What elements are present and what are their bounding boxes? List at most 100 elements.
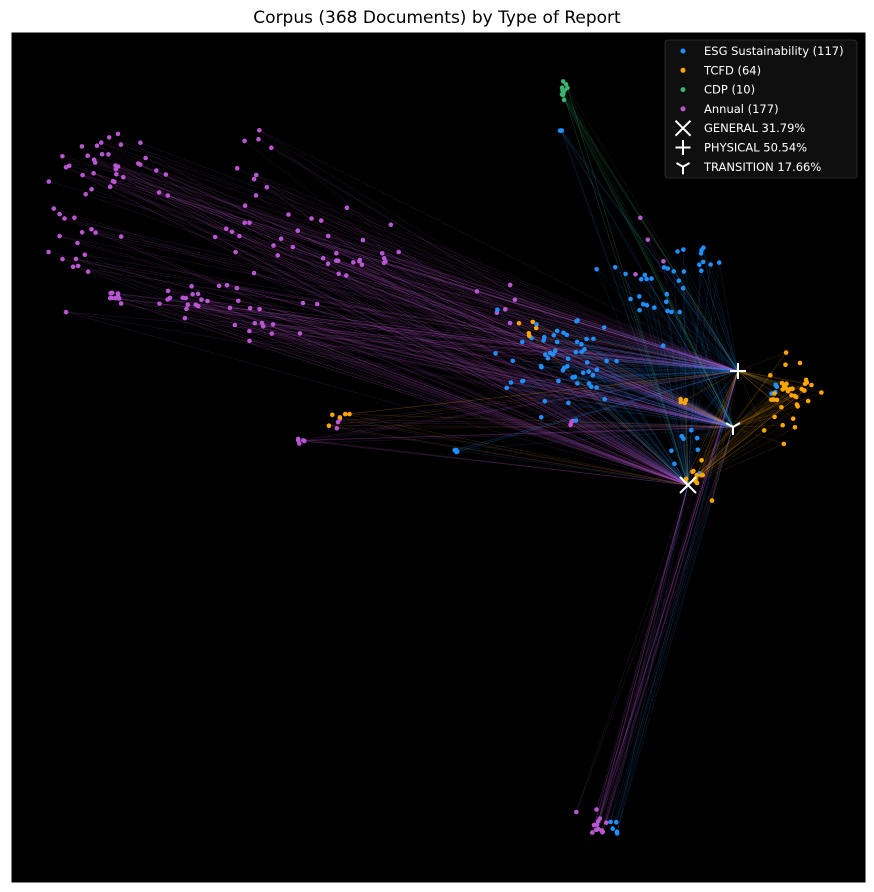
link-line (87, 155, 689, 486)
data-point (351, 260, 356, 265)
link-line (184, 317, 739, 372)
link-line (336, 252, 689, 486)
link-line (680, 401, 689, 486)
data-point (474, 289, 480, 294)
link-line (398, 251, 734, 428)
link-line (271, 333, 734, 428)
link-line (562, 94, 734, 428)
link-line (182, 297, 689, 486)
link-line (732, 387, 786, 428)
link-line (577, 383, 734, 428)
link-line (564, 367, 734, 428)
link-line (606, 360, 739, 372)
data-point (554, 339, 560, 345)
data-point (334, 258, 339, 264)
data-point (242, 203, 248, 208)
link-line (253, 272, 739, 372)
link-line (559, 130, 739, 372)
link-line (671, 426, 734, 452)
link-line (561, 94, 734, 428)
data-point (664, 291, 670, 297)
data-point (360, 237, 366, 243)
link-line (616, 426, 734, 832)
link-line (73, 266, 739, 372)
link-line (112, 292, 734, 428)
link-line (536, 324, 689, 486)
data-point (98, 140, 104, 145)
link-line (198, 305, 734, 428)
link-line (191, 285, 739, 372)
link-line (337, 421, 734, 428)
link-line (581, 343, 734, 428)
link-line (596, 426, 734, 830)
data-point (565, 356, 571, 362)
data-point (79, 230, 85, 235)
link-line (337, 370, 739, 423)
link-line (359, 261, 734, 428)
link-line (587, 362, 739, 372)
data-point (290, 244, 296, 250)
link-line (476, 291, 739, 372)
data-point (357, 259, 362, 264)
link-line (599, 484, 689, 819)
link-line (359, 261, 689, 486)
link-line (298, 438, 689, 486)
link-line (346, 207, 689, 486)
data-point (698, 251, 704, 256)
link-line (339, 419, 689, 486)
link-line (109, 137, 739, 372)
link-line (244, 140, 689, 486)
link-line (62, 258, 689, 486)
link-line (512, 360, 689, 486)
data-point (547, 350, 553, 356)
data-point (623, 271, 628, 277)
link-line (353, 262, 689, 486)
data-point (683, 476, 689, 482)
link-line (639, 310, 734, 428)
data-point (700, 472, 705, 478)
link-line (737, 370, 822, 393)
link-line (75, 258, 689, 486)
link-line (496, 312, 689, 486)
link-line (302, 302, 734, 428)
link-line (456, 426, 734, 451)
link-line (673, 271, 734, 428)
link-line (595, 484, 689, 830)
link-line (185, 297, 734, 428)
link-line (625, 273, 689, 486)
link-line (229, 307, 739, 372)
link-line (575, 420, 734, 428)
data-point (588, 384, 594, 390)
link-line (140, 164, 734, 428)
link-line (187, 304, 734, 428)
data-point (252, 320, 258, 326)
link-line (111, 297, 739, 372)
data-point (135, 161, 141, 166)
link-line (591, 386, 734, 428)
link-line (679, 311, 739, 372)
link-line (255, 195, 689, 486)
data-point (109, 295, 115, 301)
data-point (271, 243, 276, 248)
link-line (88, 271, 689, 486)
data-point (109, 290, 115, 296)
link-line (702, 426, 734, 476)
link-line (630, 298, 689, 486)
link-line (563, 99, 734, 428)
link-line (159, 192, 739, 372)
data-point (493, 351, 498, 356)
data-point (261, 324, 266, 329)
link-line (249, 222, 739, 372)
link-line (687, 383, 806, 486)
link-line (62, 258, 739, 372)
data-point (819, 390, 824, 395)
link-line (509, 322, 739, 372)
link-line (595, 370, 739, 830)
link-line (601, 370, 739, 831)
data-point (520, 339, 525, 345)
link-line (121, 303, 734, 428)
link-line (570, 424, 734, 428)
link-line (541, 367, 689, 486)
data-point (116, 296, 122, 301)
data-point (195, 291, 201, 297)
